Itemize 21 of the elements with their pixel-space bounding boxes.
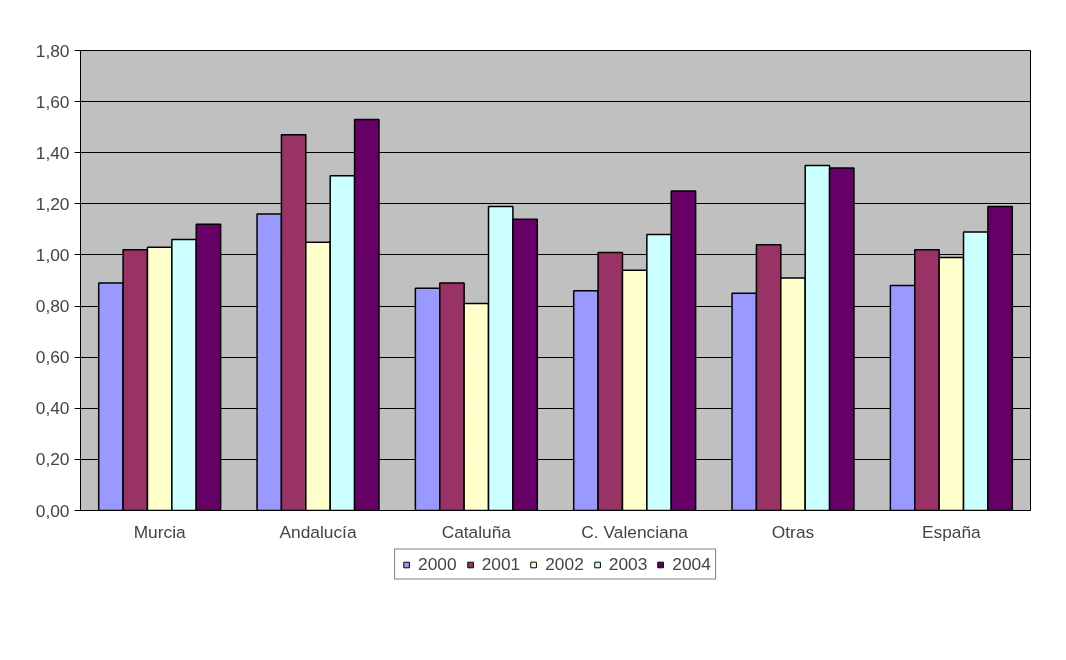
y-tick-label: 0,00 [35,500,70,521]
y-tick-label: 1,80 [35,40,70,61]
legend-label: 2001 [481,553,521,575]
legend-label: 2000 [418,553,457,575]
y-tick-label: 1,60 [35,91,70,112]
legend-label: 2003 [608,553,648,575]
x-tick-label: Andalucía [279,521,357,542]
x-tick-label: Cataluña [441,521,512,542]
y-tick-label: 0,80 [35,296,70,317]
y-tick-label: 0,20 [35,449,70,470]
y-tick-label: 0,60 [35,347,70,368]
y-tick-label: 1,00 [35,244,70,265]
x-tick-label: España [921,521,982,542]
legend-label: 2002 [545,553,584,575]
y-tick-label: 1,40 [35,142,70,163]
y-tick-label: 1,20 [35,193,70,214]
x-tick-label: Murcia [133,521,187,542]
x-tick-label: Otras [771,521,815,542]
legend-label: 2004 [672,553,711,575]
y-tick-label: 0,40 [35,398,70,419]
x-tick-label: C. Valenciana [581,521,689,542]
